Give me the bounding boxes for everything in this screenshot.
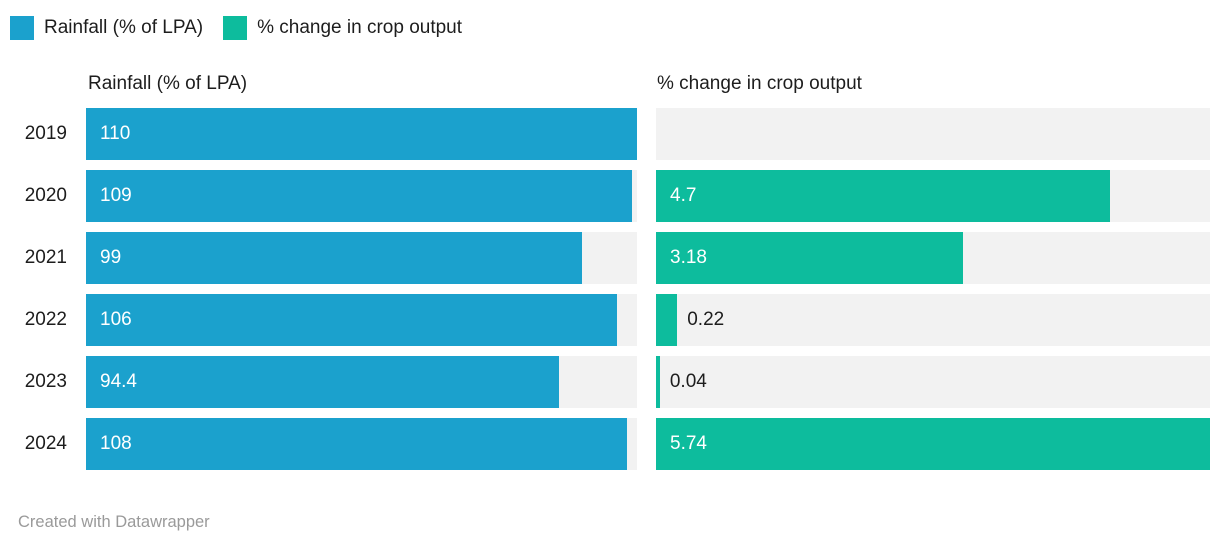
bar-value-label: 108 bbox=[100, 433, 132, 454]
rainfall-track: 110 bbox=[86, 108, 637, 160]
year-label: 2019 bbox=[24, 123, 67, 144]
crop-track: 5.74 bbox=[656, 418, 1210, 470]
crop-track: 0.04 bbox=[656, 356, 1210, 408]
bar-rows: 2019 110 2020 109 4.7 2021 99 3.18 2022 106 0.22 20… bbox=[0, 108, 1220, 470]
rainfall-track: 106 bbox=[86, 294, 637, 346]
rainfall-bar bbox=[86, 170, 632, 222]
right-panel-header: % change in crop output bbox=[657, 73, 862, 94]
bar-value-label: 3.18 bbox=[670, 247, 707, 268]
rainfall-swatch-icon bbox=[10, 15, 34, 40]
rainfall-track: 99 bbox=[86, 232, 637, 284]
bar-value-label: 0.04 bbox=[669, 371, 707, 392]
rainfall-track: 94.4 bbox=[86, 356, 637, 408]
bar-value-label: 0.22 bbox=[687, 309, 725, 330]
year-label: 2024 bbox=[24, 433, 67, 454]
column-headers: Rainfall (% of LPA) % change in crop out… bbox=[0, 73, 1220, 95]
crop-bar bbox=[656, 170, 1110, 222]
crop-track: 4.7 bbox=[656, 170, 1210, 222]
crop-track: 3.18 bbox=[656, 232, 1210, 284]
crop-track: 0.22 bbox=[656, 294, 1210, 346]
legend-label-rainfall: Rainfall (% of LPA) bbox=[44, 16, 204, 38]
crop-bar bbox=[656, 418, 1210, 470]
bar-value-label: 106 bbox=[100, 309, 132, 330]
panel-gap bbox=[637, 418, 656, 470]
year-label: 2021 bbox=[24, 247, 67, 268]
panel-gap bbox=[637, 170, 656, 222]
bar-value-label: 109 bbox=[100, 185, 132, 206]
year-label: 2020 bbox=[24, 185, 67, 206]
crop-swatch-icon bbox=[223, 15, 248, 40]
rainfall-bar bbox=[86, 232, 582, 284]
year-label: 2022 bbox=[24, 309, 67, 330]
panel-gap bbox=[637, 356, 656, 408]
crop-bar bbox=[656, 356, 660, 408]
rainfall-bar bbox=[86, 356, 559, 408]
panel-gap bbox=[637, 232, 656, 284]
bar-value-label: 110 bbox=[100, 123, 131, 144]
rainfall-bar bbox=[86, 418, 627, 470]
datawrapper-attribution-link[interactable]: Created with Datawrapper bbox=[18, 513, 210, 531]
legend-item-crop: % change in crop output bbox=[223, 15, 463, 40]
panel-gap bbox=[637, 294, 656, 346]
legend-item-rainfall: Rainfall (% of LPA) bbox=[10, 15, 204, 40]
rainfall-track: 109 bbox=[86, 170, 637, 222]
bar-value-label: 94.4 bbox=[100, 371, 137, 392]
rainfall-bar bbox=[86, 294, 617, 346]
panel-gap bbox=[637, 108, 656, 160]
rainfall-track: 108 bbox=[86, 418, 637, 470]
year-label: 2023 bbox=[24, 371, 67, 392]
crop-bar bbox=[656, 294, 678, 346]
rainfall-bar bbox=[86, 108, 637, 160]
crop-track bbox=[656, 108, 1210, 160]
bar-value-label: 99 bbox=[100, 247, 122, 268]
bar-value-label: 4.7 bbox=[670, 185, 697, 206]
legend-label-crop: % change in crop output bbox=[257, 16, 463, 38]
bar-value-label: 5.74 bbox=[670, 433, 707, 454]
legend: Rainfall (% of LPA) % change in crop out… bbox=[0, 0, 1220, 40]
left-panel-header: Rainfall (% of LPA) bbox=[88, 73, 248, 94]
crop-bar bbox=[656, 232, 963, 284]
